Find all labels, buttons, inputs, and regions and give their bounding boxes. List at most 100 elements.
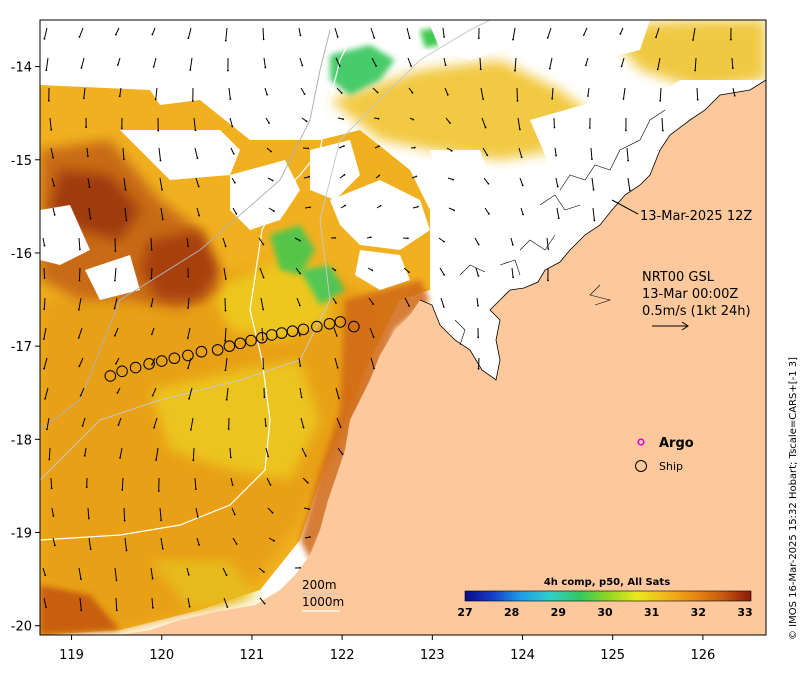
current-arrow-head: [126, 550, 128, 552]
current-arrow-head: [46, 429, 48, 431]
time-label: 13-Mar-2025 12Z: [640, 209, 752, 224]
current-arrow-head: [198, 186, 200, 188]
current-arrow-head: [623, 98, 625, 100]
current-arrow-head: [189, 69, 191, 71]
current-arrow-head: [262, 368, 264, 370]
current-arrow-head: [198, 215, 200, 217]
x-tick-label: 120: [149, 648, 174, 663]
current-arrow-head: [662, 130, 664, 132]
current-arrow-head: [78, 365, 80, 367]
current-arrow-head: [226, 574, 228, 576]
info-line-1: NRT00 GSL: [642, 270, 715, 285]
current-arrow-head: [160, 160, 162, 162]
current-arrow-head: [522, 214, 524, 216]
current-arrow-head: [522, 184, 524, 186]
current-arrow-head: [453, 209, 455, 211]
current-arrow-head: [697, 99, 699, 101]
current-arrow-head: [90, 218, 92, 220]
current-arrow-head: [485, 127, 487, 129]
current-arrow-head: [44, 574, 46, 576]
current-arrow-head: [114, 250, 116, 252]
current-arrow-head: [547, 248, 549, 250]
info-line-2: 13-Mar 00:00Z: [642, 287, 738, 302]
current-arrow-head: [187, 367, 189, 369]
current-arrow-head: [187, 37, 189, 39]
current-arrow-head: [587, 95, 589, 97]
current-arrow-head: [53, 515, 55, 517]
current-arrow-head: [119, 95, 121, 97]
current-arrow-head: [343, 145, 345, 147]
current-arrow-head: [417, 206, 419, 208]
current-arrow-head: [549, 68, 551, 70]
current-arrow-head: [155, 459, 157, 461]
current-arrow-head: [692, 39, 694, 41]
current-arrow-head: [621, 65, 623, 67]
current-arrow-head: [443, 36, 445, 38]
current-arrow-head: [121, 489, 123, 491]
current-arrow: [79, 268, 80, 280]
current-arrow-head: [45, 606, 47, 608]
current-arrow-head: [306, 120, 308, 122]
current-arrow: [697, 88, 698, 100]
credit-text: © IMOS 16-Mar-2025 15:32 Hobart; Tscale=…: [788, 357, 799, 640]
colorbar-tick-label: 30: [597, 606, 613, 619]
current-arrow-head: [555, 155, 557, 157]
current-arrow-head: [198, 544, 200, 546]
current-arrow-head: [443, 241, 445, 243]
current-arrow-head: [158, 490, 160, 492]
current-arrow-head: [123, 158, 125, 160]
current-arrow-head: [408, 271, 410, 273]
current-arrow-head: [443, 274, 445, 276]
current-arrow-head: [232, 126, 234, 128]
current-arrow-head: [407, 237, 409, 239]
current-arrow-head: [373, 37, 375, 39]
current-arrow-head: [264, 603, 266, 605]
current-arrow-head: [157, 130, 159, 132]
current-arrow-head: [591, 158, 593, 160]
current-arrow-head: [114, 280, 116, 282]
current-arrow-head: [299, 305, 301, 307]
current-arrow-head: [89, 186, 91, 188]
current-arrow-head: [81, 67, 83, 69]
current-arrow-head: [84, 455, 86, 457]
current-arrow-head: [82, 425, 84, 427]
current-arrow-head: [188, 574, 190, 576]
current-arrow-head: [190, 429, 192, 431]
contour-label-200: 200m: [302, 578, 337, 592]
current-arrow-head: [299, 567, 301, 569]
current-arrow-head: [227, 70, 229, 72]
current-arrow-head: [114, 308, 116, 310]
current-arrow-head: [299, 335, 301, 337]
current-arrow-head: [339, 65, 341, 67]
current-arrow-head: [265, 425, 267, 427]
current-arrow: [44, 268, 45, 278]
current-arrow-head: [226, 399, 228, 401]
current-arrow-head: [547, 279, 549, 281]
current-arrow-head: [150, 278, 152, 280]
current-arrow-head: [161, 189, 163, 191]
current-arrow-head: [380, 205, 382, 207]
current-arrow-head: [305, 455, 307, 457]
current-arrow-head: [229, 98, 231, 100]
current-arrow-head: [272, 512, 274, 514]
current-arrow-head: [192, 100, 194, 102]
current-arrow-head: [514, 70, 516, 72]
current-arrow-head: [51, 487, 53, 489]
current-arrow-head: [50, 129, 52, 131]
current-arrow-head: [80, 609, 82, 611]
current-arrow-head: [232, 484, 234, 486]
current-arrow-head: [337, 367, 339, 369]
y-tick-label: -17: [11, 340, 32, 355]
current-arrow-head: [116, 579, 118, 581]
current-arrow-head: [372, 303, 374, 305]
current-arrow-head: [375, 65, 377, 67]
current-arrow-head: [517, 100, 519, 102]
current-arrow-head: [299, 240, 301, 242]
current-arrow-head: [88, 518, 90, 520]
current-arrow-head: [162, 218, 164, 220]
current-arrow-head: [445, 64, 447, 66]
current-arrow-head: [153, 427, 155, 429]
current-arrow-head: [307, 482, 309, 484]
